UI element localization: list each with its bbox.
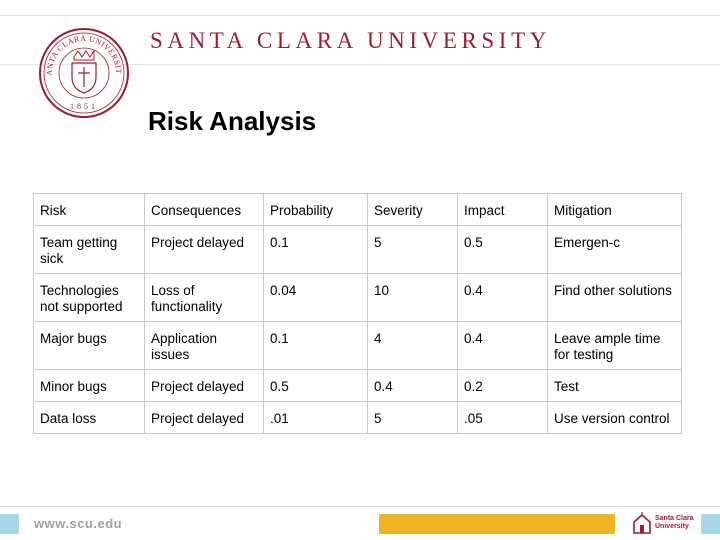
- seal-year: 1851: [70, 102, 98, 111]
- cell-severity: 10: [367, 273, 458, 322]
- header-risk: Risk: [33, 193, 145, 226]
- footer-logo-line2: University: [655, 523, 689, 530]
- mission-logo-icon: [633, 512, 651, 534]
- cell-mitigation: Use version control: [547, 401, 682, 434]
- cell-risk: Minor bugs: [33, 369, 145, 402]
- university-seal-icon: SANTA CLARA UNIVERSITY 1851: [38, 27, 129, 118]
- cell-probability: 0.04: [263, 273, 368, 322]
- footer-logo-text: Santa Clara University: [655, 515, 715, 531]
- cell-risk: Team getting sick: [33, 225, 145, 274]
- table-row: Technologies not supported Loss of funct…: [33, 273, 682, 322]
- cell-consequences: Loss of functionality: [144, 273, 264, 322]
- footer-rule: [0, 506, 720, 507]
- footer-accent-left: [0, 514, 19, 534]
- cell-probability: 0.1: [263, 321, 368, 370]
- cell-impact: 0.4: [457, 321, 548, 370]
- risk-table: Risk Consequences Probability Severity I…: [33, 193, 682, 434]
- footer-gold-bar: [379, 514, 615, 534]
- cell-severity: 5: [367, 401, 458, 434]
- header-rule-top: [0, 15, 720, 16]
- cell-mitigation: Emergen-c: [547, 225, 682, 274]
- table-header-row: Risk Consequences Probability Severity I…: [33, 193, 682, 226]
- cell-risk: Data loss: [33, 401, 145, 434]
- cell-impact: 0.5: [457, 225, 548, 274]
- cell-risk: Technologies not supported: [33, 273, 145, 322]
- table-row: Team getting sick Project delayed 0.1 5 …: [33, 225, 682, 274]
- brand-wordmark: SANTA CLARA UNIVERSITY: [150, 28, 551, 53]
- cell-consequences: Project delayed: [144, 369, 264, 402]
- footer-logo-line1: Santa Clara: [655, 515, 694, 522]
- cell-consequences: Project delayed: [144, 225, 264, 274]
- cell-impact: 0.2: [457, 369, 548, 402]
- cell-severity: 5: [367, 225, 458, 274]
- cell-consequences: Project delayed: [144, 401, 264, 434]
- cell-probability: 0.1: [263, 225, 368, 274]
- cell-mitigation: Leave ample time for testing: [547, 321, 682, 370]
- cell-risk: Major bugs: [33, 321, 145, 370]
- table-row: Data loss Project delayed .01 5 .05 Use …: [33, 401, 682, 434]
- table-row: Major bugs Application issues 0.1 4 0.4 …: [33, 321, 682, 370]
- slide-title: Risk Analysis: [148, 106, 317, 136]
- cell-severity: 0.4: [367, 369, 458, 402]
- cell-impact: .05: [457, 401, 548, 434]
- cell-mitigation: Test: [547, 369, 682, 402]
- cell-mitigation: Find other solutions: [547, 273, 682, 322]
- header-mitigation: Mitigation: [547, 193, 682, 226]
- table-row: Minor bugs Project delayed 0.5 0.4 0.2 T…: [33, 369, 682, 402]
- cell-probability: 0.5: [263, 369, 368, 402]
- cell-probability: .01: [263, 401, 368, 434]
- footer-accent-right: [701, 514, 720, 534]
- header-rule-bottom: [0, 64, 720, 65]
- cell-consequences: Application issues: [144, 321, 264, 370]
- cell-impact: 0.4: [457, 273, 548, 322]
- cell-severity: 4: [367, 321, 458, 370]
- header-consequences: Consequences: [144, 193, 264, 226]
- header-probability: Probability: [263, 193, 368, 226]
- header-severity: Severity: [367, 193, 458, 226]
- footer-url: www.scu.edu: [34, 516, 123, 531]
- header-impact: Impact: [457, 193, 548, 226]
